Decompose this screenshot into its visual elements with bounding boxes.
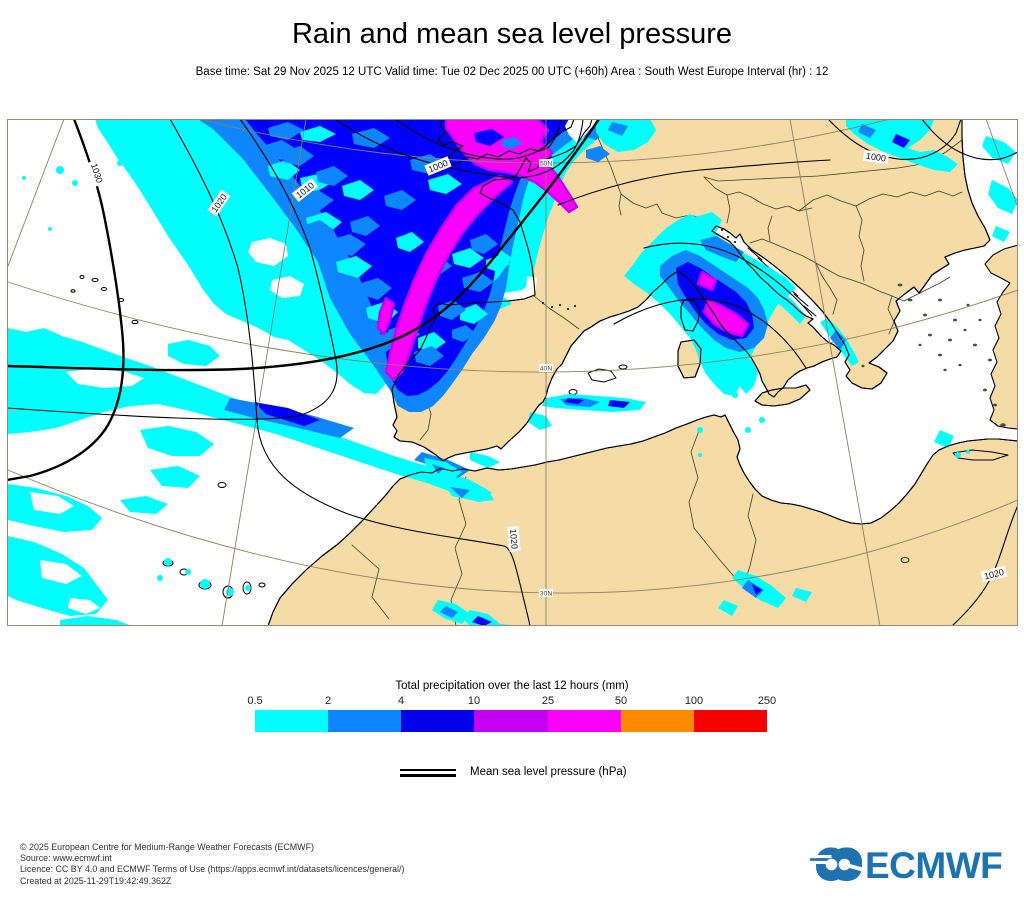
svg-text:1020: 1020 [508,529,520,550]
svg-text:ECMWF: ECMWF [865,845,1002,886]
svg-text:1000: 1000 [865,151,886,164]
svg-text:50N: 50N [540,160,553,167]
svg-text:1020: 1020 [983,567,1005,582]
svg-text:30N: 30N [540,590,553,597]
svg-text:40N: 40N [540,365,553,372]
